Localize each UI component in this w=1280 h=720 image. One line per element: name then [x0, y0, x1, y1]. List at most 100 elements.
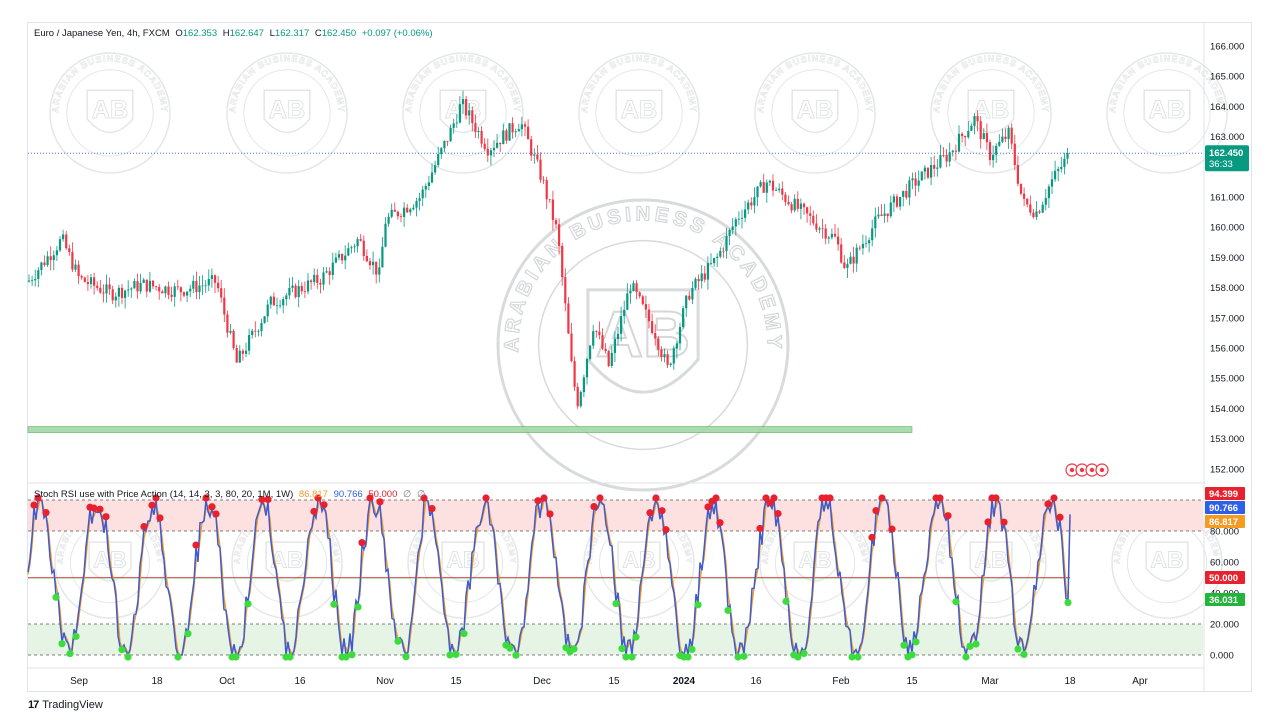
- sell-signal-dot: [202, 494, 210, 502]
- time-tick-label: 15: [450, 676, 462, 687]
- buy-signal-dot: [848, 653, 856, 661]
- seal-shield: [1143, 89, 1191, 134]
- seal-inner-ring: [66, 69, 154, 157]
- price-tick-label: 161.000: [1210, 193, 1244, 204]
- candle-body: [461, 99, 465, 105]
- candle-body: [520, 124, 523, 130]
- candle-body: [920, 171, 923, 181]
- candle-body: [77, 264, 80, 277]
- candle-body: [868, 240, 871, 244]
- osc-value-tag-text: 90.766: [1209, 503, 1238, 514]
- candle-body: [719, 250, 722, 257]
- candle-body: [220, 288, 223, 298]
- candle-body: [378, 267, 381, 275]
- buy-signal-dot: [124, 653, 132, 661]
- candle-body: [1060, 166, 1063, 169]
- candle-body: [527, 126, 530, 140]
- candle-body: [781, 188, 784, 195]
- candle-body: [120, 287, 124, 299]
- candle-body: [489, 150, 492, 156]
- tv-logo-text: TradingView: [42, 699, 103, 711]
- candle-body: [558, 224, 561, 246]
- time-tick-label: 16: [294, 676, 306, 687]
- candle-body: [644, 304, 647, 310]
- candle-body: [195, 280, 198, 293]
- candle-body: [58, 239, 62, 251]
- sell-signal-dot: [652, 494, 660, 502]
- candle-body: [682, 308, 685, 328]
- candle-body: [1010, 127, 1013, 144]
- buy-signal-dot: [66, 650, 74, 658]
- candle-body: [471, 110, 474, 124]
- candle-body: [359, 239, 362, 241]
- candle-body: [744, 209, 747, 218]
- sell-signal-dot: [376, 498, 384, 506]
- candle-body: [74, 264, 77, 270]
- candle-body: [430, 172, 434, 183]
- candle-body: [713, 257, 716, 264]
- candle-body: [1004, 136, 1007, 140]
- candle-body: [34, 278, 37, 281]
- osc-value-tag: [1205, 571, 1245, 584]
- candle-body: [759, 182, 762, 187]
- candle-body: [548, 199, 551, 201]
- candle-body: [269, 296, 272, 305]
- candle-body: [1054, 170, 1057, 180]
- candle-body: [384, 223, 387, 247]
- candle-body: [502, 130, 505, 145]
- time-tick-label: Sep: [70, 676, 88, 687]
- sell-signal-dot: [936, 494, 944, 502]
- candle-body: [709, 263, 713, 264]
- candle-body: [775, 190, 778, 191]
- candle-body: [365, 255, 368, 262]
- buy-signal-dot: [394, 637, 402, 645]
- price-tick-label: 163.000: [1210, 132, 1244, 143]
- candle-body: [294, 285, 297, 298]
- buy-signal-dot: [724, 606, 732, 615]
- buy-signal-dot: [632, 633, 640, 641]
- candle-body: [37, 270, 40, 279]
- candle-body: [186, 291, 189, 296]
- candle-body: [957, 133, 961, 152]
- seal-shield: [86, 89, 134, 134]
- candle-body: [46, 256, 49, 266]
- buy-signal-dot: [622, 653, 630, 661]
- candle-body: [31, 280, 34, 282]
- osc-value-tag-text: 36.031: [1209, 595, 1239, 606]
- tradingview-logo[interactable]: 17 TradingView: [28, 699, 103, 711]
- sell-signal-dot: [590, 503, 598, 511]
- chart-frame[interactable]: [27, 22, 1252, 692]
- candle-body: [1019, 183, 1023, 194]
- candle-body: [663, 354, 666, 357]
- candle-body: [52, 255, 55, 261]
- candle-body: [443, 140, 446, 149]
- sell-signal-dot: [546, 510, 554, 518]
- osc-tick-label: 60.000: [1210, 558, 1239, 569]
- candle-body: [632, 283, 635, 291]
- candle-body: [297, 285, 300, 298]
- sell-signal-dot: [878, 494, 886, 502]
- candle-body: [601, 335, 604, 349]
- price-tick-label: 155.000: [1210, 374, 1244, 385]
- candle-body: [905, 190, 908, 198]
- buy-signal-dot: [506, 644, 514, 652]
- candle-body: [942, 155, 945, 156]
- candle-body: [114, 296, 117, 301]
- alert-marker-dot-icon: [1079, 467, 1085, 473]
- candle-body: [930, 164, 933, 178]
- candle-body: [170, 294, 173, 297]
- indicator-name[interactable]: Stoch RSI use with Price Action (14, 14,…: [34, 489, 294, 500]
- candle-body: [551, 199, 554, 221]
- candle-body: [573, 361, 576, 387]
- buy-signal-dot: [912, 638, 920, 646]
- candle-body: [964, 136, 967, 138]
- candle-body: [1023, 193, 1026, 199]
- candle-body: [142, 279, 145, 283]
- candle-body: [387, 216, 390, 224]
- candle-body: [737, 218, 740, 220]
- seal-inner-ring: [243, 69, 331, 157]
- candle-body: [771, 180, 775, 191]
- symbol-label[interactable]: Euro / Japanese Yen, 4h, FXCM: [34, 28, 170, 39]
